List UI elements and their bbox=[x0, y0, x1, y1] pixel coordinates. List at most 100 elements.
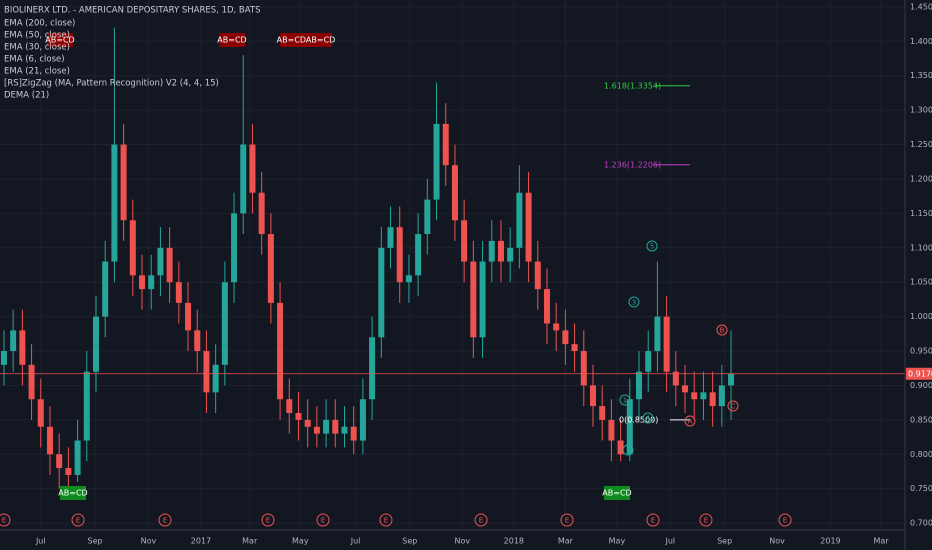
pattern-badge bbox=[219, 33, 245, 47]
y-tick-label: 1.2000 bbox=[910, 174, 932, 183]
x-tick-label: Sep bbox=[717, 537, 732, 546]
wave-circle bbox=[646, 240, 658, 252]
last-price-label: 0.9170 bbox=[908, 369, 932, 378]
wave-label: A bbox=[688, 418, 693, 426]
y-tick-label: 1.1000 bbox=[910, 243, 932, 252]
candle-body bbox=[608, 419, 615, 441]
candle-body bbox=[516, 192, 523, 248]
candle-body bbox=[194, 330, 201, 352]
earnings-label: E bbox=[2, 517, 6, 525]
x-tick-label: 2018 bbox=[504, 537, 524, 546]
wave-label: 3 bbox=[632, 299, 636, 307]
last-price-box bbox=[906, 367, 932, 380]
candle-body bbox=[497, 240, 504, 262]
legend-entry: EMA (50, close) bbox=[4, 31, 70, 41]
earnings-circle bbox=[71, 513, 85, 527]
x-tick-label: 2019 bbox=[820, 537, 840, 546]
candles bbox=[0, 27, 735, 489]
candle-body bbox=[74, 440, 81, 475]
wave-label: 1 bbox=[623, 397, 627, 405]
wave-circle bbox=[684, 415, 696, 427]
candle-body bbox=[249, 144, 256, 193]
candle-body bbox=[267, 234, 274, 303]
wave-circle bbox=[619, 394, 631, 406]
candle-body bbox=[387, 227, 394, 248]
candle-body bbox=[359, 399, 366, 441]
candle-body bbox=[562, 330, 569, 345]
earnings-circle bbox=[0, 513, 11, 527]
candle-body bbox=[0, 351, 7, 365]
earnings-label: E bbox=[783, 517, 787, 525]
candle-body bbox=[92, 316, 99, 372]
candle-body bbox=[111, 144, 118, 262]
pattern-badge bbox=[47, 33, 73, 47]
y-tick-label: 0.9500 bbox=[910, 347, 932, 356]
candle-body bbox=[240, 144, 247, 214]
earnings-circle bbox=[474, 513, 488, 527]
candle-body bbox=[543, 289, 550, 324]
y-tick-label: 1.0500 bbox=[910, 278, 932, 287]
wave-label: C bbox=[731, 403, 736, 411]
candle-body bbox=[405, 275, 412, 283]
candle-body bbox=[185, 302, 192, 331]
candle-body bbox=[451, 165, 458, 221]
candle-body bbox=[286, 399, 293, 413]
wave-circle bbox=[642, 412, 654, 424]
candle-body bbox=[19, 330, 26, 365]
candle-body bbox=[332, 419, 339, 434]
x-tick-label: Nov bbox=[454, 537, 470, 546]
wave-circle bbox=[622, 444, 634, 456]
candle-body bbox=[120, 144, 127, 221]
earnings-circle bbox=[261, 513, 275, 527]
candle-body bbox=[617, 440, 624, 455]
candle-body bbox=[589, 385, 596, 407]
candle-body bbox=[83, 371, 90, 441]
candle-body bbox=[221, 282, 228, 365]
earnings-label: E bbox=[384, 517, 388, 525]
earnings-label: E bbox=[321, 517, 325, 525]
x-tick-label: Mar bbox=[558, 537, 574, 546]
candle-body bbox=[231, 213, 238, 283]
candle-body bbox=[654, 316, 661, 352]
candle-body bbox=[304, 419, 311, 427]
candle-body bbox=[636, 371, 643, 400]
candle-body bbox=[65, 468, 72, 475]
y-tick-label: 1.2500 bbox=[910, 140, 932, 149]
candle-body bbox=[148, 275, 155, 290]
candle-body bbox=[203, 351, 210, 393]
candle-body bbox=[212, 364, 219, 393]
candle-body bbox=[56, 454, 63, 469]
x-tick-label: Jul bbox=[35, 537, 46, 546]
wave-circle bbox=[716, 324, 728, 336]
candle-body bbox=[369, 337, 376, 400]
earnings-label: E bbox=[479, 517, 483, 525]
overlays: 1.618(1.3354) 1.236(1.2206) 0(0.8500) AB=CD… bbox=[0, 33, 905, 527]
legend-entry: EMA (21, close) bbox=[4, 67, 70, 77]
y-tick-label: 1.4500 bbox=[910, 2, 932, 11]
chart-title: BIOLINERX LTD. - AMERICAN DEPOSITARY SHA… bbox=[4, 6, 261, 16]
x-tick-label: Mar bbox=[874, 537, 890, 546]
candle-body bbox=[507, 247, 514, 262]
y-tick-label: 0.8500 bbox=[910, 415, 932, 424]
pattern-label: AB=CD bbox=[58, 489, 87, 498]
candle-body bbox=[424, 199, 431, 235]
candle-body bbox=[175, 282, 182, 303]
wave-circle bbox=[628, 296, 640, 308]
x-tick-label: Nov bbox=[141, 537, 157, 546]
pattern-label: AB=CDAB=CD bbox=[277, 36, 336, 45]
candle-body bbox=[378, 247, 385, 338]
y-tick-label: 1.0000 bbox=[910, 312, 932, 321]
fib-label: 1.236(1.2206) bbox=[604, 160, 661, 169]
wave-label: 2 bbox=[626, 447, 630, 455]
earnings-circle bbox=[316, 513, 330, 527]
candle-body bbox=[553, 323, 560, 331]
candle-body bbox=[166, 247, 173, 283]
candle-body bbox=[534, 261, 541, 290]
candle-body bbox=[488, 240, 495, 262]
x-tick-label: May bbox=[292, 537, 309, 546]
earnings-label: E bbox=[76, 517, 80, 525]
